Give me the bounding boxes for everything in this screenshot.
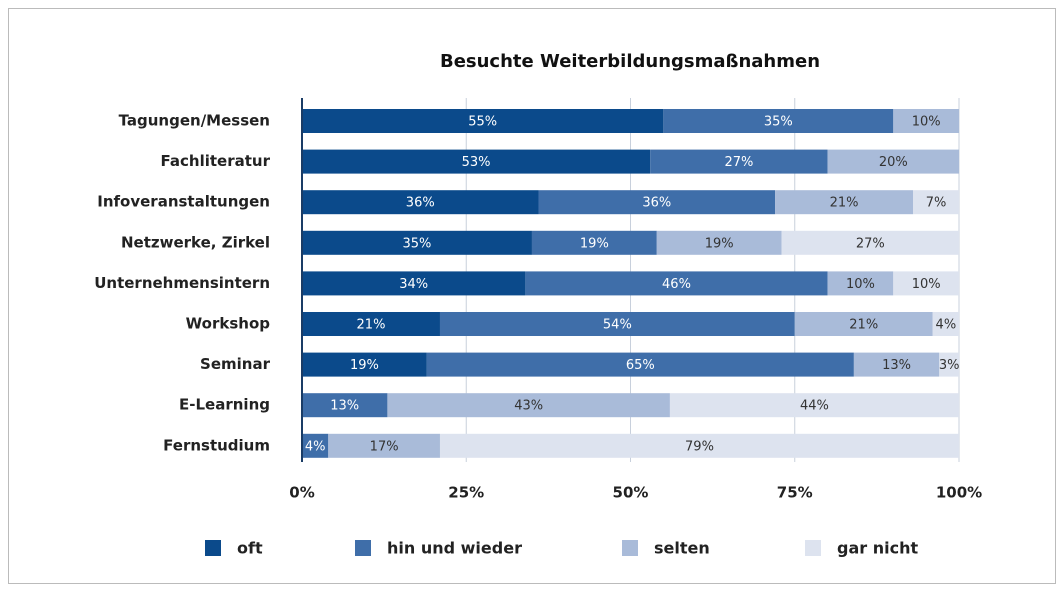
bar-segment [538, 190, 776, 215]
category-label: Infoveranstaltungen [97, 193, 270, 211]
legend-label: gar nicht [837, 539, 918, 558]
bar-segment [328, 433, 440, 458]
legend-swatch [805, 540, 821, 556]
legend-swatch [622, 540, 638, 556]
value-label: 13% [882, 358, 911, 373]
legend-label: selten [654, 539, 710, 558]
value-label: 35% [403, 236, 432, 251]
value-label: 44% [800, 399, 829, 414]
bar-segment [302, 433, 329, 458]
value-label: 13% [330, 399, 359, 414]
x-tick-label: 0% [289, 484, 314, 502]
value-label: 20% [879, 155, 908, 170]
legend-label: oft [237, 539, 263, 558]
category-label: Tagungen/Messen [119, 112, 270, 130]
bar-segment [439, 433, 960, 458]
bar-segment [302, 312, 440, 336]
bar-segment [781, 230, 959, 255]
bar-segment [302, 393, 388, 418]
value-label: 34% [399, 277, 428, 292]
value-label: 3% [939, 358, 960, 373]
legend-swatch [355, 540, 371, 556]
value-label: 10% [912, 277, 941, 292]
bar-segment [913, 190, 959, 215]
bar-segment [669, 393, 959, 418]
bar-segment [650, 149, 828, 174]
bar-segment [932, 312, 959, 336]
value-label: 19% [705, 236, 734, 251]
bar-segment [794, 312, 933, 336]
value-label: 4% [936, 318, 957, 333]
category-label: Workshop [186, 315, 271, 333]
value-label: 43% [514, 399, 543, 414]
x-tick-label: 75% [777, 484, 813, 502]
category-label: Fachliteratur [161, 152, 271, 170]
value-label: 4% [305, 439, 326, 454]
bar-segment [439, 312, 795, 336]
category-label: Seminar [200, 355, 271, 373]
value-label: 55% [468, 115, 497, 130]
category-label: Fernstudium [163, 436, 270, 454]
bar-segment [426, 352, 854, 377]
chart-title: Besuchte Weiterbildungsmaßnahmen [440, 51, 820, 72]
value-label: 46% [662, 277, 691, 292]
value-label: 21% [357, 318, 386, 333]
x-tick-label: 25% [448, 484, 484, 502]
bar-segment [302, 352, 427, 377]
bar-segment [531, 230, 657, 255]
bar-segment [853, 352, 940, 377]
value-label: 36% [642, 196, 671, 211]
bar-segment [302, 109, 664, 133]
category-label: Netzwerke, Zirkel [121, 233, 270, 251]
value-label: 10% [846, 277, 875, 292]
bar-segment [525, 271, 828, 296]
bar-segment [827, 149, 959, 174]
category-label: E-Learning [179, 396, 270, 414]
value-label: 79% [685, 439, 714, 454]
bar-segment [893, 109, 959, 133]
value-label: 17% [370, 439, 399, 454]
bar-segment [302, 230, 532, 255]
bar-segment [893, 271, 959, 296]
x-tick-label: 50% [613, 484, 649, 502]
value-label: 36% [406, 196, 435, 211]
value-label: 21% [830, 196, 859, 211]
legend-swatch [205, 540, 221, 556]
bar-segment [302, 149, 651, 174]
value-label: 21% [849, 318, 878, 333]
legend-label: hin und wieder [387, 539, 522, 558]
bar-segment [827, 271, 894, 296]
bar-segment [939, 352, 959, 377]
value-label: 19% [580, 236, 609, 251]
value-label: 35% [764, 115, 793, 130]
value-label: 54% [603, 318, 632, 333]
bar-segment [775, 190, 914, 215]
value-label: 27% [856, 236, 885, 251]
bar-segment [656, 230, 782, 255]
bar-segment [302, 190, 539, 215]
value-label: 65% [626, 358, 655, 373]
bar-segment [302, 271, 526, 296]
x-tick-label: 100% [936, 484, 982, 502]
value-label: 10% [912, 115, 941, 130]
value-label: 27% [724, 155, 753, 170]
value-label: 19% [350, 358, 379, 373]
bar-segment [387, 393, 670, 418]
bar-segment [663, 109, 894, 133]
value-label: 53% [462, 155, 491, 170]
category-label: Unternehmensintern [94, 274, 270, 292]
value-label: 7% [926, 196, 947, 211]
frame [8, 8, 1056, 584]
